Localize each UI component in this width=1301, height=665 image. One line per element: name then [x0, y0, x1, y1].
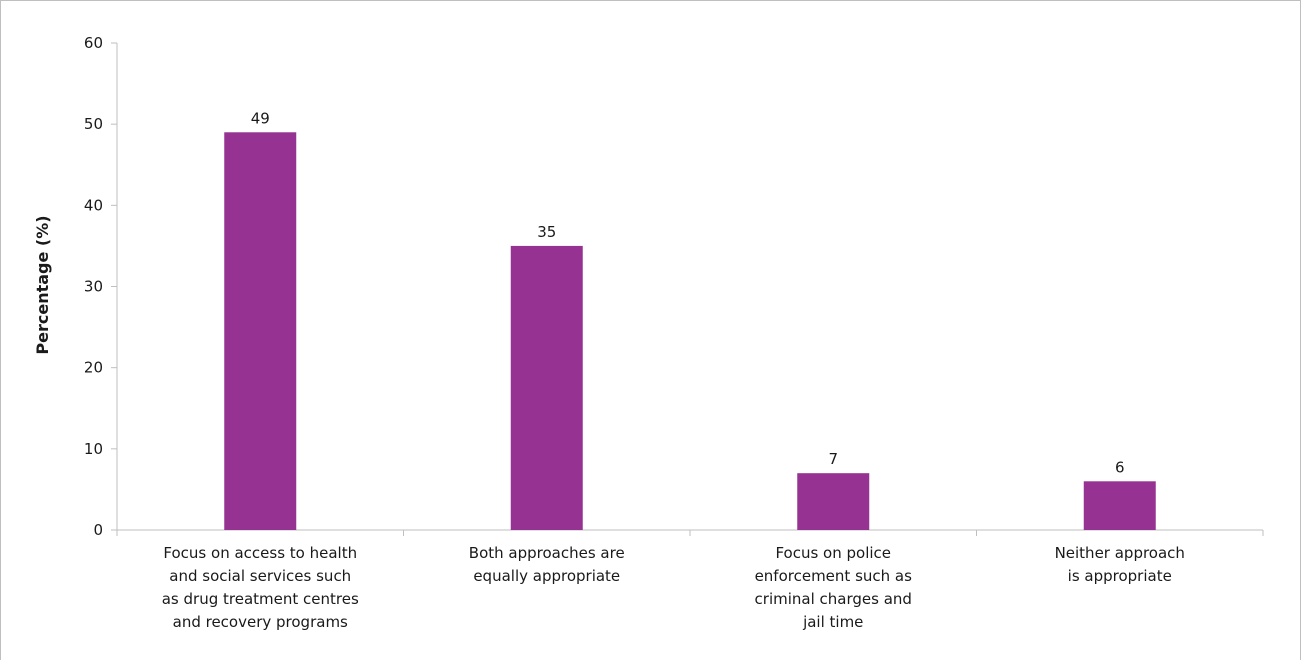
bar [797, 473, 870, 530]
x-category-label-line: Focus on access to health [163, 544, 357, 562]
y-tick-label: 60 [84, 34, 103, 52]
x-category-label: Focus on police enforcement such as crimin… [755, 544, 913, 631]
x-category-label-line: jail time [802, 613, 863, 631]
x-category-label-line: criminal charges and [755, 590, 912, 608]
x-axis [116, 529, 1264, 536]
category-labels: Focus on access to health and social serv… [162, 544, 1185, 631]
data-label: 7 [828, 450, 838, 468]
x-category-label-line: Neither approach [1055, 544, 1185, 562]
x-category-label-line: and social services such [169, 567, 351, 585]
y-tick-label: 30 [84, 278, 103, 296]
x-category-label: Focus on access to health and social serv… [162, 544, 359, 631]
bar [224, 132, 297, 531]
x-category-label: Neither approach is appropriate [1055, 544, 1185, 585]
bar [510, 245, 583, 530]
bar [1083, 481, 1156, 530]
x-category-label-line: as drug treatment centres [162, 590, 359, 608]
data-label: 6 [1115, 458, 1125, 476]
y-tick-label: 10 [84, 440, 103, 458]
y-tick-label: 20 [84, 359, 103, 377]
x-category-label-line: Focus on police [775, 544, 891, 562]
data-labels: 49 35 7 6 [251, 109, 1125, 476]
x-category-label-line: enforcement such as [755, 567, 913, 585]
bars [224, 132, 1156, 531]
x-category-label-line: and recovery programs [173, 613, 348, 631]
y-tick-label: 0 [93, 521, 103, 539]
x-category-label-line: is appropriate [1068, 567, 1172, 585]
y-axis: 0 10 20 30 40 50 60 [84, 34, 118, 539]
data-label: 35 [537, 223, 556, 241]
x-category-label: Both approaches are equally appropriate [469, 544, 625, 585]
x-category-label-line: equally appropriate [473, 567, 620, 585]
y-tick-label: 40 [84, 196, 103, 214]
x-category-label-line: Both approaches are [469, 544, 625, 562]
y-axis-title: Percentage (%) [33, 215, 52, 354]
y-tick-label: 50 [84, 115, 103, 133]
data-label: 49 [251, 109, 270, 127]
